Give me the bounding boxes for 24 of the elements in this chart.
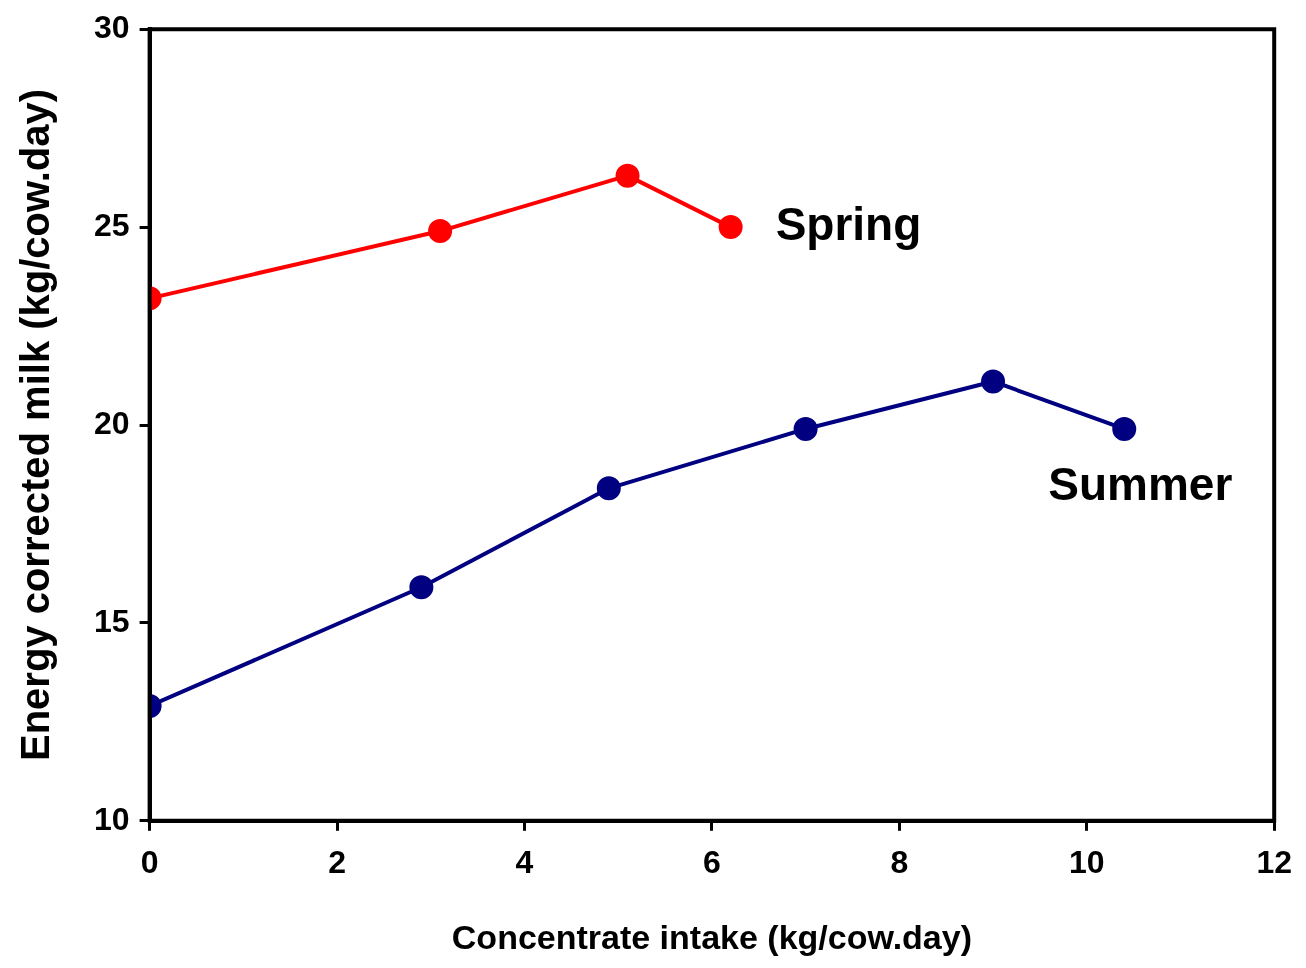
series-label: Spring xyxy=(775,197,922,250)
x-tick-label: 8 xyxy=(890,843,909,880)
point xyxy=(409,575,434,600)
x-tick-label: 4 xyxy=(515,843,534,880)
point xyxy=(428,219,453,244)
series-label: Summer xyxy=(1048,457,1233,510)
point xyxy=(793,416,818,441)
x-tick-label: 6 xyxy=(703,843,721,880)
y-axis-title: Energy corrected milk (kg/cow.day) xyxy=(13,88,58,762)
y-tick-label: 20 xyxy=(94,404,130,441)
x-axis-title: Concentrate intake (kg/cow.day) xyxy=(451,917,972,956)
x-tick-label: 12 xyxy=(1256,843,1292,880)
y-tick-label: 10 xyxy=(94,800,130,837)
x-tick-label: 10 xyxy=(1068,843,1105,880)
y-tick-label: 25 xyxy=(94,206,130,243)
point xyxy=(718,215,743,240)
x-tick-label: 0 xyxy=(140,843,159,880)
x-tick-label: 2 xyxy=(328,843,346,880)
y-tick-label: 30 xyxy=(94,9,130,46)
point xyxy=(615,163,640,188)
point xyxy=(981,369,1006,394)
point xyxy=(596,476,621,501)
point xyxy=(1112,416,1137,441)
y-tick-label: 15 xyxy=(94,602,130,639)
